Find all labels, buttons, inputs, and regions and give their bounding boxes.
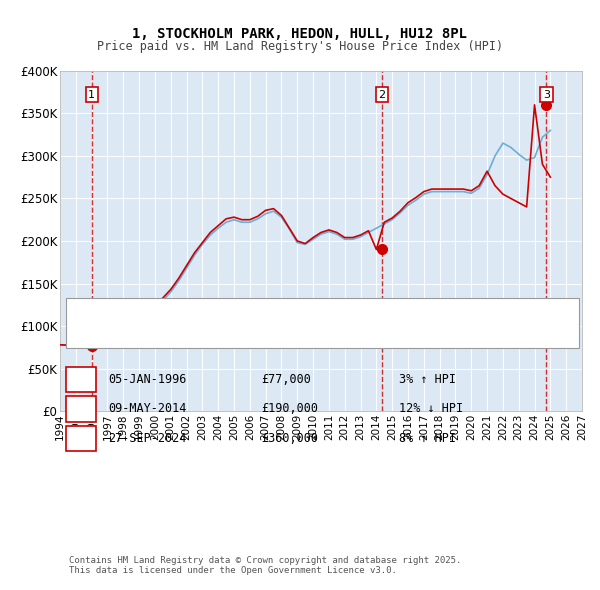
Text: 1, STOCKHOLM PARK, HEDON, HULL, HU12 8PL (detached house): 1, STOCKHOLM PARK, HEDON, HULL, HU12 8PL… [108, 308, 464, 318]
Text: 3% ↑ HPI: 3% ↑ HPI [399, 373, 456, 386]
Text: ——: —— [81, 327, 96, 340]
Text: 12% ↓ HPI: 12% ↓ HPI [399, 402, 463, 415]
Text: £190,000: £190,000 [261, 402, 318, 415]
Text: 27-SEP-2024: 27-SEP-2024 [108, 432, 187, 445]
Text: ——: —— [81, 306, 96, 319]
Text: 1: 1 [88, 90, 95, 100]
Text: Contains HM Land Registry data © Crown copyright and database right 2025.
This d: Contains HM Land Registry data © Crown c… [69, 556, 461, 575]
Text: 2: 2 [379, 90, 385, 100]
Text: 1: 1 [77, 373, 85, 386]
Text: 05-JAN-1996: 05-JAN-1996 [108, 373, 187, 386]
Text: £360,000: £360,000 [261, 432, 318, 445]
Text: 2: 2 [77, 402, 85, 415]
Text: Price paid vs. HM Land Registry's House Price Index (HPI): Price paid vs. HM Land Registry's House … [97, 40, 503, 53]
Text: 09-MAY-2014: 09-MAY-2014 [108, 402, 187, 415]
Text: 1, STOCKHOLM PARK, HEDON, HULL, HU12 8PL: 1, STOCKHOLM PARK, HEDON, HULL, HU12 8PL [133, 27, 467, 41]
Text: HPI: Average price, detached house, East Riding of Yorkshire: HPI: Average price, detached house, East… [108, 328, 483, 338]
Text: 3: 3 [543, 90, 550, 100]
Text: £77,000: £77,000 [261, 373, 311, 386]
Text: 8% ↑ HPI: 8% ↑ HPI [399, 432, 456, 445]
Text: 3: 3 [77, 432, 85, 445]
